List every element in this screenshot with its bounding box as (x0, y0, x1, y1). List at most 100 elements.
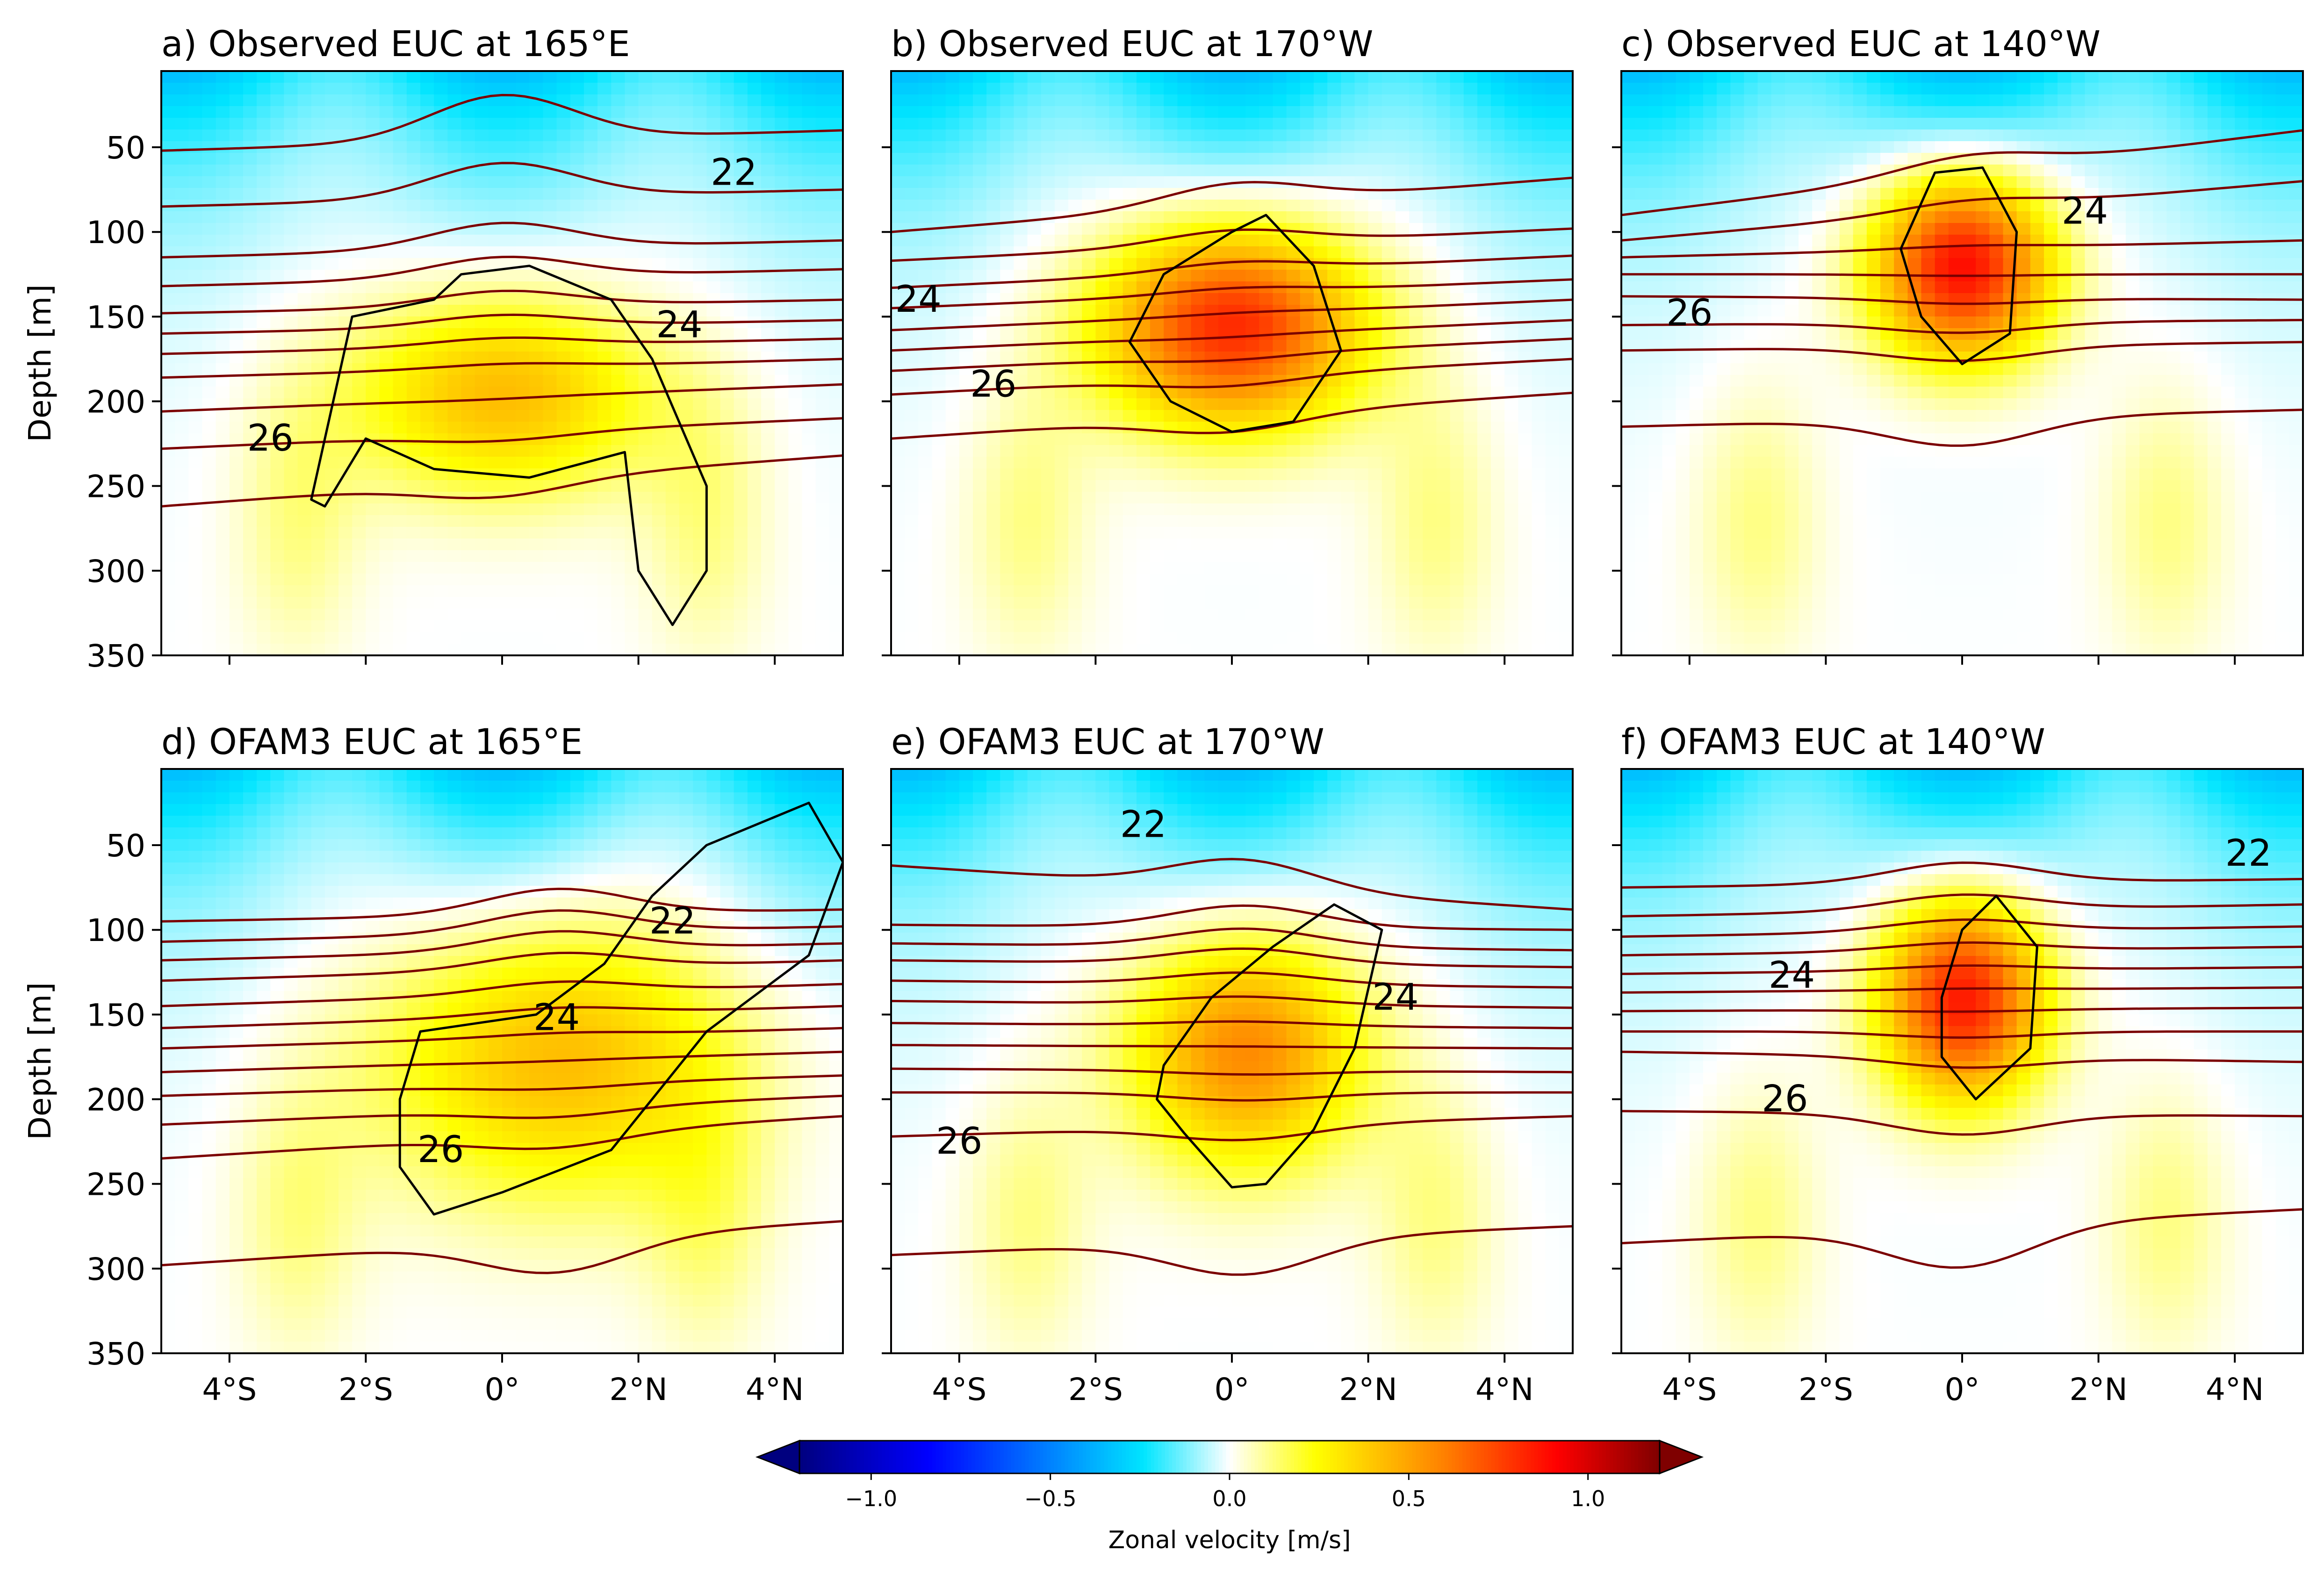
velocity-cell (1245, 410, 1260, 422)
velocity-cell (1014, 644, 1028, 655)
velocity-cell (529, 118, 544, 130)
velocity-cell (1095, 398, 1110, 410)
velocity-cell (366, 375, 380, 387)
velocity-cell (1314, 503, 1328, 516)
velocity-cell (447, 515, 462, 527)
velocity-cell (1477, 468, 1491, 481)
velocity-cell (815, 211, 830, 223)
velocity-cell (1232, 562, 1246, 574)
y-tick-label: 300 (86, 553, 145, 589)
velocity-cell (1477, 457, 1491, 469)
velocity-cell (1409, 632, 1424, 644)
velocity-cell (1463, 270, 1478, 282)
velocity-cell (597, 503, 612, 516)
velocity-cell (1041, 118, 1055, 130)
velocity-cell (379, 223, 394, 235)
velocity-cell (1354, 539, 1369, 551)
velocity-cell (475, 141, 489, 153)
velocity-cell (1395, 328, 1410, 340)
velocity-cell (611, 457, 626, 469)
velocity-cell (1436, 562, 1451, 574)
velocity-cell (406, 281, 421, 294)
velocity-cell (959, 597, 973, 609)
velocity-cell (1191, 480, 1205, 492)
velocity-cell (1122, 620, 1137, 632)
velocity-cell (1177, 118, 1192, 130)
velocity-cell (775, 328, 789, 340)
velocity-cell (297, 410, 312, 422)
velocity-cell (1518, 445, 1533, 457)
velocity-cell (1545, 574, 1560, 586)
velocity-cell (1409, 550, 1424, 562)
velocity-cell (905, 632, 919, 644)
velocity-cell (502, 503, 516, 516)
velocity-cell (1136, 503, 1151, 516)
velocity-cell (257, 293, 271, 305)
velocity-cell (1300, 574, 1314, 586)
velocity-cell (379, 515, 394, 527)
velocity-cell (1164, 480, 1178, 492)
velocity-cell (1014, 165, 1028, 177)
velocity-cell (1341, 129, 1355, 142)
velocity-cell (1122, 468, 1137, 481)
velocity-cell (1327, 585, 1342, 597)
velocity-cell (802, 176, 816, 188)
velocity-cell (665, 176, 680, 188)
velocity-cell (905, 492, 919, 504)
velocity-cell (270, 106, 285, 118)
velocity-cell (1218, 83, 1232, 95)
velocity-cell (747, 375, 762, 387)
velocity-cell (959, 515, 973, 527)
velocity-cell (1504, 433, 1519, 445)
velocity-cell (1532, 340, 1546, 352)
velocity-cell (543, 433, 557, 445)
velocity-cell (297, 539, 312, 551)
velocity-cell (1327, 503, 1342, 516)
velocity-cell (243, 316, 257, 329)
velocity-cell (905, 445, 919, 457)
y-axis-label: Depth [m] (22, 284, 58, 442)
velocity-cell (393, 316, 407, 329)
velocity-cell (475, 550, 489, 562)
velocity-cell (188, 165, 203, 177)
velocity-cell (1041, 574, 1055, 586)
velocity-cell (502, 211, 516, 223)
velocity-cell (761, 620, 775, 632)
velocity-cell (959, 235, 973, 247)
velocity-cell (1286, 562, 1301, 574)
velocity-cell (257, 468, 271, 481)
velocity-cell (1381, 480, 1396, 492)
velocity-cell (1504, 153, 1519, 165)
velocity-cell (720, 71, 734, 83)
velocity-cell (1082, 620, 1096, 632)
velocity-cell (761, 118, 775, 130)
velocity-cell (284, 94, 298, 107)
velocity-cell (802, 585, 816, 597)
velocity-cell (1068, 141, 1083, 153)
velocity-cell (393, 585, 407, 597)
velocity-cell (1423, 106, 1437, 118)
velocity-cell (891, 410, 905, 422)
velocity-cell (1504, 539, 1519, 551)
velocity-cell (1150, 340, 1164, 352)
velocity-cell (529, 539, 544, 551)
velocity-cell (761, 515, 775, 527)
velocity-cell (1232, 445, 1246, 457)
velocity-cell (665, 480, 680, 492)
velocity-cell (229, 375, 244, 387)
velocity-cell (986, 118, 1001, 130)
velocity-cell (1463, 200, 1478, 212)
velocity-cell (1423, 445, 1437, 457)
velocity-cell (229, 410, 244, 422)
velocity-cell (1027, 468, 1042, 481)
velocity-cell (891, 188, 905, 200)
velocity-cell (1354, 597, 1369, 609)
velocity-cell (1409, 235, 1424, 247)
velocity-cell (161, 457, 175, 469)
velocity-cell (352, 468, 367, 481)
velocity-cell (1341, 165, 1355, 177)
velocity-cell (1164, 118, 1178, 130)
velocity-cell (1423, 71, 1437, 83)
velocity-cell (1054, 106, 1069, 118)
velocity-cell (665, 632, 680, 644)
